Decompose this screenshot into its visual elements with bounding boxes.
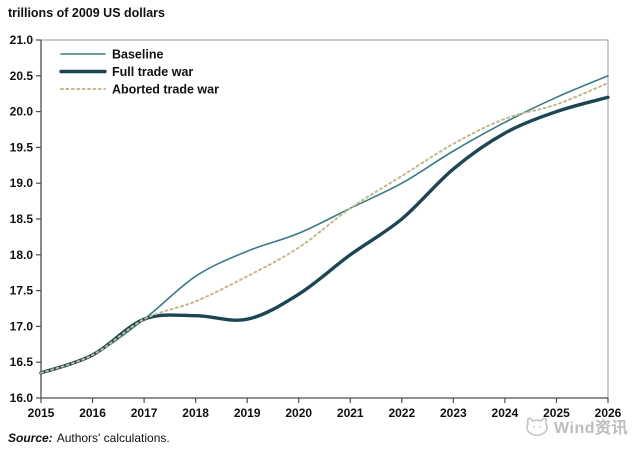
- y-tick-label: 17.5: [10, 284, 34, 298]
- y-tick-label: 17.0: [10, 319, 34, 333]
- x-tick-label: 2022: [388, 406, 415, 420]
- x-tick-label: 2026: [595, 406, 622, 420]
- x-tick-label: 2025: [543, 406, 570, 420]
- y-tick-label: 19.0: [10, 176, 34, 190]
- chart-line-aborted-trade-war: [40, 82, 609, 374]
- y-tick-label: 16.5: [10, 355, 34, 369]
- watermark: Wind资讯: [524, 414, 628, 438]
- x-tick-label: 2019: [234, 406, 261, 420]
- y-tick-label: 20.0: [10, 105, 34, 119]
- y-tick-label: 19.5: [10, 140, 34, 154]
- y-tick-label: 21.0: [10, 33, 34, 47]
- chart-units-label: trillions of 2009 US dollars: [8, 6, 165, 20]
- legend-label: Aborted trade war: [112, 83, 219, 97]
- y-tick-label: 18.0: [10, 248, 34, 262]
- legend-label: Baseline: [112, 48, 163, 62]
- plot-frame-top-right: [41, 39, 609, 398]
- y-tick-label: 20.5: [10, 69, 34, 83]
- y-tick-label: 16.0: [10, 391, 34, 405]
- wind-kitten-logo-icon: [526, 417, 548, 437]
- chart-line-full-trade-war: [39, 95, 610, 375]
- x-tick-label: 2018: [182, 406, 209, 420]
- x-tick-label: 2016: [79, 406, 106, 420]
- x-tick-label: 2020: [285, 406, 312, 420]
- y-tick-label: 18.5: [10, 212, 34, 226]
- x-tick-label: 2015: [28, 406, 55, 420]
- source-note: Source: Authors' calculations.: [8, 431, 170, 445]
- source-prefix: Source:: [8, 431, 53, 445]
- watermark-text: Wind资讯: [554, 420, 628, 437]
- legend-label: Full trade war: [112, 65, 193, 79]
- source-text: Authors' calculations.: [56, 431, 170, 445]
- x-tick-label: 2017: [131, 406, 158, 420]
- x-tick-label: 2021: [337, 406, 364, 420]
- x-tick-label: 2024: [492, 406, 519, 420]
- x-tick-label: 2023: [440, 406, 467, 420]
